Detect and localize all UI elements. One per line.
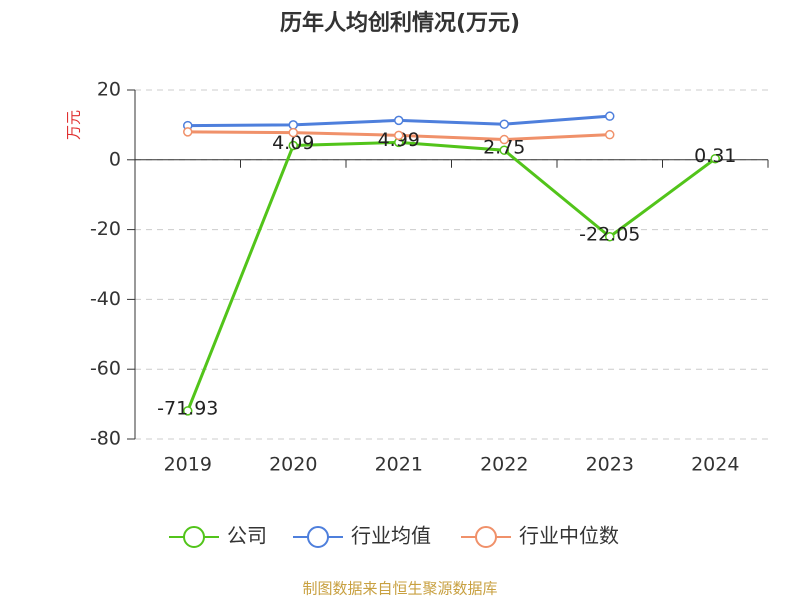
legend-marker — [183, 526, 205, 548]
point — [288, 140, 298, 151]
y-axis-label: 万元 — [65, 110, 83, 140]
y-tick-label: -80 — [90, 428, 121, 450]
legend-label: 公司 — [227, 524, 267, 548]
legend-label: 行业中位数 — [519, 524, 619, 548]
data-label: 4.09 — [272, 132, 314, 154]
y-tick-label: 0 — [109, 148, 121, 170]
y-tick-label: -40 — [90, 288, 121, 310]
point — [499, 145, 509, 155]
data-label: -71.93 — [157, 397, 218, 419]
source-note: 制图数据来自恒生聚源数据库 — [302, 580, 497, 598]
point — [288, 127, 298, 138]
x-tick-label: 2021 — [375, 454, 423, 476]
y-tick-label: 20 — [97, 79, 121, 101]
y-tick-label: -20 — [90, 218, 121, 240]
point — [605, 111, 615, 121]
point — [288, 120, 298, 130]
series-line — [186, 140, 717, 412]
data-label: 0.31 — [694, 145, 736, 167]
x-tick-label: 2022 — [480, 454, 528, 476]
point — [605, 129, 615, 140]
legend-label: 行业均值 — [351, 524, 431, 548]
point — [394, 130, 404, 141]
legend-marker — [307, 526, 329, 548]
point — [499, 134, 509, 145]
legend-item: 行业均值 — [293, 524, 431, 548]
y-tick-label: -60 — [90, 358, 121, 380]
point — [394, 115, 404, 126]
point — [499, 119, 509, 129]
data-label: 2.75 — [483, 137, 525, 159]
legend-marker — [475, 526, 497, 548]
point — [183, 127, 193, 137]
x-tick-label: 2019 — [164, 454, 212, 476]
point — [183, 406, 193, 416]
point — [605, 232, 615, 242]
x-tick-label: 2020 — [269, 454, 317, 476]
data-label: -22.05 — [579, 223, 640, 245]
x-tick-label: 2023 — [586, 454, 634, 476]
legend-item: 行业中位数 — [461, 524, 619, 548]
legend-item: 公司 — [169, 524, 267, 548]
point — [710, 153, 720, 164]
x-tick-label: 2024 — [691, 454, 739, 476]
chart-title: 历年人均创利情况(万元) — [280, 10, 520, 36]
